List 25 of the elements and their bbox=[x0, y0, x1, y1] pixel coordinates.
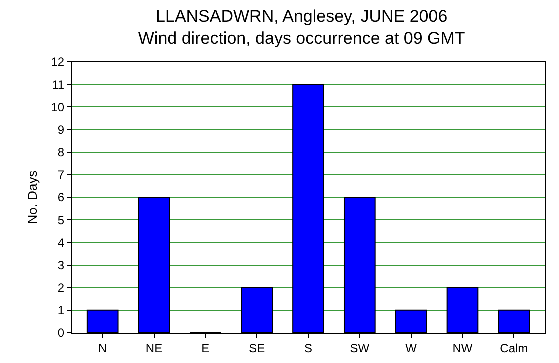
y-tick-label: 11 bbox=[52, 78, 65, 92]
chart-title: LLANSADWRN, Anglesey, JUNE 2006 bbox=[156, 6, 448, 26]
y-tick-label: 8 bbox=[58, 146, 65, 160]
x-tick-label: Calm bbox=[500, 341, 528, 356]
y-tick-label: 5 bbox=[58, 213, 65, 228]
y-tick-label: 7 bbox=[58, 168, 65, 182]
x-tick-label: NW bbox=[452, 341, 474, 356]
x-tick-label: W bbox=[406, 341, 418, 356]
y-tick-label: 2 bbox=[58, 281, 65, 296]
y-tick-label: 9 bbox=[58, 122, 65, 137]
x-tick-label: SW bbox=[350, 341, 370, 356]
x-tick-label: S bbox=[304, 341, 313, 356]
y-tick-label: 6 bbox=[58, 190, 65, 205]
x-tick-label: N bbox=[98, 341, 108, 356]
x-tick-label: NE bbox=[146, 341, 163, 356]
y-tick-label: 0 bbox=[58, 326, 65, 340]
x-tick-label: E bbox=[202, 341, 210, 356]
y-tick-label: 12 bbox=[51, 55, 65, 70]
y-tick-label: 10 bbox=[51, 100, 65, 114]
chart-subtitle: Wind direction, days occurrence at 09 GMT bbox=[138, 28, 466, 48]
x-tick-label: SE bbox=[249, 341, 266, 356]
y-tick-label: 1 bbox=[58, 304, 65, 318]
y-tick-label: 4 bbox=[58, 236, 65, 250]
y-axis-title: No. Days bbox=[25, 170, 40, 224]
y-tick-label: 3 bbox=[58, 258, 65, 272]
